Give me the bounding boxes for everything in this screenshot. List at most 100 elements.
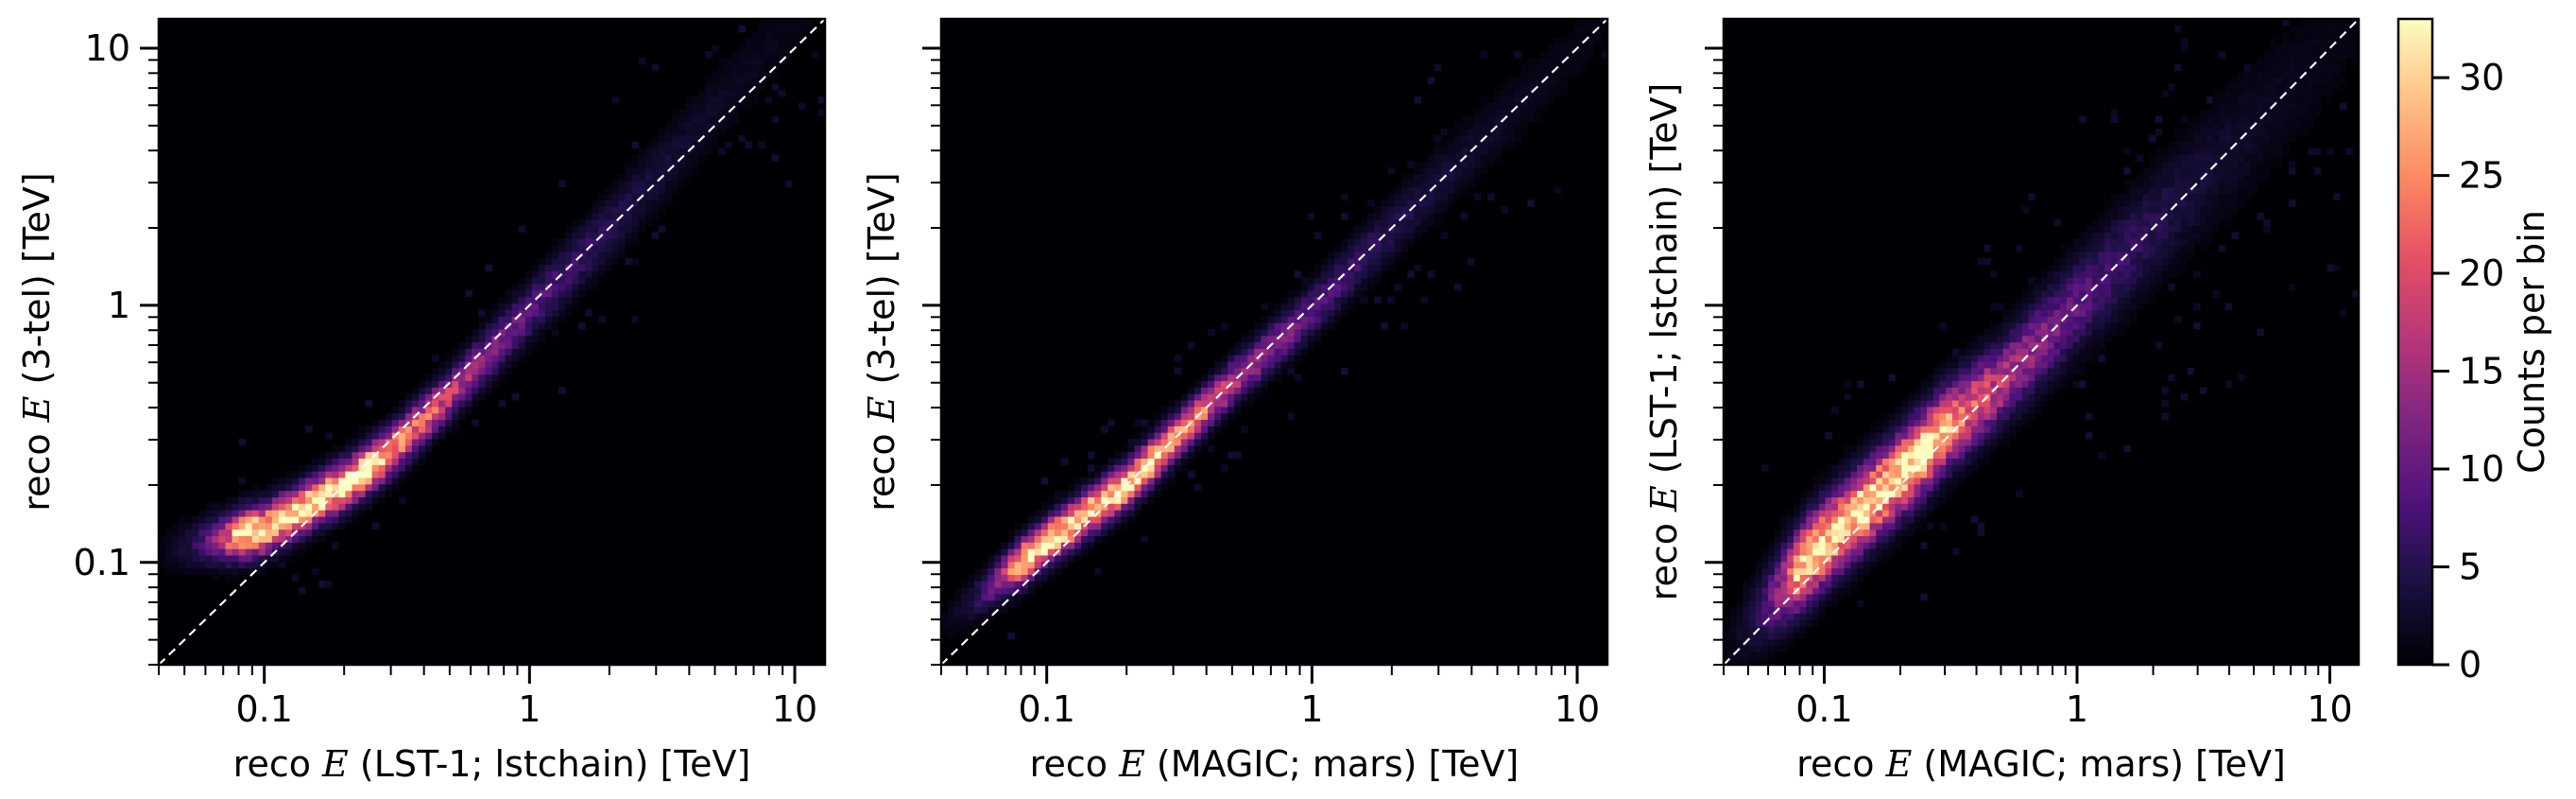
heatmap-cell	[538, 284, 546, 291]
heatmap-cell	[1869, 529, 1877, 536]
heatmap-cell	[2028, 367, 2035, 375]
heatmap-cell	[1755, 561, 1762, 569]
heatmap-cell	[2212, 90, 2220, 97]
heatmap-cell	[1427, 77, 1435, 84]
heatmap-cell	[1167, 406, 1176, 414]
heatmap-cell	[1187, 444, 1195, 453]
heatmap-cell	[1367, 270, 1375, 278]
heatmap-cell	[1101, 496, 1108, 504]
heatmap-cell	[212, 574, 220, 582]
heatmap-cell	[1247, 393, 1255, 401]
heatmap-cell	[312, 496, 319, 504]
heatmap-cell	[531, 316, 540, 323]
heatmap-cell	[1108, 477, 1115, 485]
heatmap-cell	[425, 432, 433, 440]
heatmap-cell	[1507, 83, 1515, 91]
heatmap-cell	[1427, 167, 1435, 175]
heatmap-cell	[1354, 232, 1362, 239]
heatmap-cell	[1837, 593, 1846, 601]
heatmap-cell	[2028, 387, 2035, 394]
heatmap-cell	[2238, 161, 2245, 168]
panel-1-frame	[157, 17, 827, 667]
heatmap-cell	[1927, 432, 1934, 440]
heatmap-cell	[232, 510, 240, 517]
heatmap-cell	[1447, 161, 1455, 168]
heatmap-cell	[318, 581, 326, 588]
heatmap-cell	[2320, 57, 2327, 65]
heatmap-cell	[1787, 515, 1795, 524]
heatmap-cell	[1958, 399, 1966, 408]
heatmap-cell	[725, 83, 732, 91]
heatmap-cell	[1101, 471, 1108, 478]
heatmap-cell	[1965, 380, 1972, 388]
heatmap-cell	[631, 167, 640, 175]
heatmap-cell	[2136, 284, 2144, 291]
heatmap-cell	[1869, 426, 1877, 433]
heatmap-cell	[684, 129, 693, 136]
heatmap-cell	[2308, 102, 2315, 111]
heatmap-cell	[1984, 341, 1991, 349]
heatmap-cell	[345, 496, 353, 504]
heatmap-cell	[1094, 483, 1102, 492]
heatmap-cell	[1927, 399, 1934, 408]
heatmap-cell	[284, 542, 293, 549]
heatmap-cell	[764, 38, 773, 45]
heatmap-cell	[445, 373, 453, 382]
heatmap-cell	[251, 510, 260, 517]
heatmap-cell	[1074, 554, 1082, 563]
heatmap-cell	[592, 251, 599, 259]
heatmap-cell	[771, 154, 780, 162]
heatmap-cell	[1427, 212, 1435, 220]
heatmap-cell	[1101, 535, 1108, 543]
heatmap-cell	[1825, 593, 1832, 601]
heatmap-cell	[1920, 451, 1928, 460]
heatmap-cell	[1427, 270, 1435, 278]
heatmap-cell	[2282, 57, 2290, 65]
heatmap-cell	[2308, 38, 2315, 45]
heatmap-cell	[1990, 393, 1998, 401]
heatmap-cell	[1460, 173, 1468, 182]
heatmap-cell	[299, 490, 306, 498]
heatmap-cell	[1844, 464, 1851, 472]
heatmap-cell	[278, 554, 286, 563]
heatmap-cell	[325, 515, 333, 524]
heatmap-cell	[658, 141, 666, 149]
heatmap-cell	[1194, 483, 1202, 492]
heatmap-cell	[1467, 115, 1475, 123]
heatmap-cell	[1774, 645, 1782, 652]
heatmap-cell	[1307, 322, 1315, 330]
heatmap-cell	[1806, 522, 1813, 530]
heatmap-cell	[511, 322, 520, 330]
heatmap-cell	[265, 535, 273, 543]
heatmap-cell	[598, 225, 606, 233]
heatmap-cell	[2327, 25, 2334, 33]
heatmap-cell	[2117, 284, 2124, 291]
heatmap-cell	[2289, 51, 2296, 59]
heatmap-cell	[2110, 225, 2119, 233]
heatmap-cell	[1939, 387, 1947, 394]
heatmap-cell	[2250, 154, 2258, 162]
heatmap-cell	[2053, 296, 2061, 304]
heatmap-cell	[2053, 309, 2061, 317]
heatmap-cell	[671, 186, 679, 195]
heatmap-cell	[318, 522, 326, 530]
heatmap-cell	[2016, 328, 2023, 337]
heatmap-cell	[438, 367, 446, 375]
heatmap-cell	[1307, 284, 1315, 291]
heatmap-cell	[678, 167, 686, 175]
heatmap-cell	[1901, 515, 1909, 524]
heatmap-cell	[1440, 141, 1449, 149]
heatmap-cell	[1374, 225, 1382, 233]
heatmap-cell	[1965, 399, 1972, 408]
heatmap-cell	[1946, 360, 1953, 369]
heatmap-cell	[198, 561, 206, 569]
heatmap-cell	[1047, 510, 1056, 517]
heatmap-cell	[1261, 341, 1269, 349]
colorbar-tick-label: 5	[2459, 547, 2482, 588]
heatmap-cell	[2130, 289, 2138, 298]
heatmap-cell	[1554, 57, 1562, 65]
heatmap-cell	[1799, 587, 1807, 595]
heatmap-cell	[598, 251, 606, 259]
heatmap-cell	[1748, 651, 1757, 659]
heatmap-cell	[378, 490, 386, 498]
